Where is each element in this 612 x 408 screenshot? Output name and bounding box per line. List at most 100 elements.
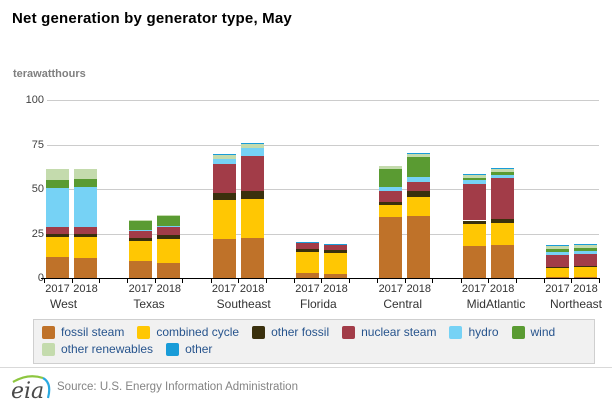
bar-segment-Central-2018-other-fossil[interactable] xyxy=(407,191,431,198)
bar-segment-Florida-2017-combined-cycle[interactable] xyxy=(295,252,319,273)
bar-segment-Central-2017-combined-cycle[interactable] xyxy=(379,204,403,218)
bar-segment-Florida-2018-other-fossil[interactable] xyxy=(323,250,347,254)
bar-segment-Central-2018-other[interactable] xyxy=(407,153,431,154)
bar-segment-Texas-2018-other-renewables[interactable] xyxy=(157,214,181,217)
legend-item-nuclear-steam[interactable]: nuclear steam xyxy=(342,325,436,339)
bar-segment-Central-2017-fossil-steam[interactable] xyxy=(379,217,403,278)
bar-segment-Texas-2017-combined-cycle[interactable] xyxy=(129,240,153,261)
bar-segment-MidAtlantic-2018-hydro[interactable] xyxy=(490,175,514,179)
bar-segment-Northeast-2018-fossil-steam[interactable] xyxy=(573,276,597,278)
bar-segment-Southeast-2018-hydro[interactable] xyxy=(240,148,264,157)
bar-segment-West-2017-combined-cycle[interactable] xyxy=(46,237,69,257)
bar-segment-MidAtlantic-2017-nuclear-steam[interactable] xyxy=(462,183,486,221)
bar-segment-MidAtlantic-2017-other-fossil[interactable] xyxy=(462,220,486,224)
bar-segment-Southeast-2018-fossil-steam[interactable] xyxy=(240,238,264,278)
bar-segment-Central-2017-other-renewables[interactable] xyxy=(379,166,403,170)
bar-segment-MidAtlantic-2018-other-renewables[interactable] xyxy=(490,168,514,173)
bar-segment-MidAtlantic-2017-combined-cycle[interactable] xyxy=(462,223,486,246)
legend-item-combined-cycle[interactable]: combined cycle xyxy=(137,325,239,339)
bar-segment-West-2017-other-renewables[interactable] xyxy=(46,168,69,180)
bar-segment-West-2017-hydro[interactable] xyxy=(46,188,69,228)
legend-item-fossil-steam[interactable]: fossil steam xyxy=(42,325,124,339)
bar-segment-Central-2018-hydro[interactable] xyxy=(407,177,431,183)
bar-segment-Central-2018-nuclear-steam[interactable] xyxy=(407,182,431,192)
bar-segment-MidAtlantic-2018-fossil-steam[interactable] xyxy=(490,245,514,278)
bar-segment-Northeast-2017-combined-cycle[interactable] xyxy=(545,267,569,278)
bar-segment-Central-2018-wind[interactable] xyxy=(407,157,431,178)
bar-segment-Florida-2017-nuclear-steam[interactable] xyxy=(295,243,319,250)
bar-segment-Texas-2018-hydro[interactable] xyxy=(157,225,181,227)
bar-segment-West-2018-combined-cycle[interactable] xyxy=(74,237,97,259)
bar-segment-Northeast-2018-wind[interactable] xyxy=(573,247,597,251)
bar-segment-Central-2017-nuclear-steam[interactable] xyxy=(379,191,403,203)
bar-segment-Northeast-2018-other-fossil[interactable] xyxy=(573,266,597,267)
bar-segment-Southeast-2017-other-fossil[interactable] xyxy=(212,193,236,201)
bar-segment-West-2018-other-fossil[interactable] xyxy=(74,234,97,238)
bar-segment-Texas-2018-nuclear-steam[interactable] xyxy=(157,226,181,236)
bar-segment-MidAtlantic-2018-wind[interactable] xyxy=(490,172,514,176)
bar-segment-Central-2017-hydro[interactable] xyxy=(379,187,403,192)
bar-segment-Texas-2017-fossil-steam[interactable] xyxy=(129,260,153,278)
bar-segment-MidAtlantic-2017-other[interactable] xyxy=(462,173,486,175)
bar-segment-Southeast-2017-other[interactable] xyxy=(212,154,236,155)
bar-segment-MidAtlantic-2018-other-fossil[interactable] xyxy=(490,219,514,224)
bar-segment-Northeast-2017-other-renewables[interactable] xyxy=(545,245,569,250)
bar-segment-Southeast-2017-hydro[interactable] xyxy=(212,158,236,165)
bar-segment-West-2018-wind[interactable] xyxy=(74,179,97,188)
bar-segment-West-2017-fossil-steam[interactable] xyxy=(46,256,69,278)
bar-segment-Florida-2018-combined-cycle[interactable] xyxy=(323,253,347,275)
bar-segment-Northeast-2017-other-fossil[interactable] xyxy=(545,267,569,268)
bar-segment-Central-2018-fossil-steam[interactable] xyxy=(407,216,431,278)
bar-segment-Central-2018-other-renewables[interactable] xyxy=(407,153,431,158)
bar-segment-Texas-2018-wind[interactable] xyxy=(157,216,181,226)
legend-item-other-renewables[interactable]: other renewables xyxy=(42,342,153,356)
bar-segment-Texas-2017-wind[interactable] xyxy=(129,221,153,230)
bar-segment-Northeast-2017-fossil-steam[interactable] xyxy=(545,277,569,278)
bar-segment-MidAtlantic-2017-hydro[interactable] xyxy=(462,180,486,184)
bar-segment-Florida-2018-other[interactable] xyxy=(323,244,347,245)
eia-logo[interactable]: eia xyxy=(8,371,56,405)
bar-segment-West-2018-other-renewables[interactable] xyxy=(74,168,97,180)
bar-segment-Southeast-2018-other-renewables[interactable] xyxy=(240,143,264,149)
bar-segment-Texas-2018-fossil-steam[interactable] xyxy=(157,263,181,278)
bar-segment-Florida-2017-fossil-steam[interactable] xyxy=(295,272,319,278)
bar-segment-Texas-2017-other-renewables[interactable] xyxy=(129,220,153,222)
bar-segment-Northeast-2017-wind[interactable] xyxy=(545,249,569,252)
bar-segment-West-2017-nuclear-steam[interactable] xyxy=(46,227,69,235)
legend-item-hydro[interactable]: hydro xyxy=(449,325,499,339)
bar-segment-Northeast-2018-other[interactable] xyxy=(573,243,597,245)
bar-segment-Florida-2018-fossil-steam[interactable] xyxy=(323,274,347,278)
bar-segment-West-2018-fossil-steam[interactable] xyxy=(74,258,97,278)
bar-segment-MidAtlantic-2018-other[interactable] xyxy=(490,167,514,169)
bar-segment-West-2018-nuclear-steam[interactable] xyxy=(74,226,97,235)
bar-segment-MidAtlantic-2017-fossil-steam[interactable] xyxy=(462,245,486,278)
bar-segment-MidAtlantic-2018-combined-cycle[interactable] xyxy=(490,223,514,246)
bar-segment-Northeast-2017-nuclear-steam[interactable] xyxy=(545,255,569,268)
legend-item-wind[interactable]: wind xyxy=(511,325,555,339)
bar-segment-Texas-2017-other-fossil[interactable] xyxy=(129,237,153,241)
bar-segment-Southeast-2017-nuclear-steam[interactable] xyxy=(212,164,236,194)
bar-segment-West-2017-wind[interactable] xyxy=(46,179,69,189)
bar-segment-Northeast-2017-hydro[interactable] xyxy=(545,251,569,256)
legend-item-other-fossil[interactable]: other fossil xyxy=(252,325,329,339)
bar-segment-Southeast-2017-fossil-steam[interactable] xyxy=(212,239,236,278)
legend-item-other[interactable]: other xyxy=(166,342,212,356)
bar-segment-MidAtlantic-2017-other-renewables[interactable] xyxy=(462,173,486,179)
bar-segment-Florida-2018-other-renewables[interactable] xyxy=(323,244,347,246)
bar-segment-Southeast-2018-other[interactable] xyxy=(240,143,264,144)
bar-segment-Texas-2018-other-fossil[interactable] xyxy=(157,235,181,239)
bar-segment-MidAtlantic-2018-nuclear-steam[interactable] xyxy=(490,178,514,220)
bar-segment-Northeast-2018-combined-cycle[interactable] xyxy=(573,266,597,277)
bar-segment-West-2018-hydro[interactable] xyxy=(74,187,97,227)
bar-segment-Texas-2017-nuclear-steam[interactable] xyxy=(129,229,153,238)
bar-segment-Florida-2017-other-renewables[interactable] xyxy=(295,242,319,244)
bar-segment-Southeast-2017-other-renewables[interactable] xyxy=(212,154,236,159)
bar-segment-Southeast-2017-combined-cycle[interactable] xyxy=(212,200,236,240)
bar-segment-Central-2017-other-fossil[interactable] xyxy=(379,202,403,205)
bar-segment-West-2017-other-fossil[interactable] xyxy=(46,234,69,238)
bar-segment-Florida-2017-other[interactable] xyxy=(295,241,319,243)
bar-segment-Southeast-2018-combined-cycle[interactable] xyxy=(240,199,264,239)
bar-segment-Northeast-2018-nuclear-steam[interactable] xyxy=(573,254,597,267)
bar-segment-Florida-2018-nuclear-steam[interactable] xyxy=(323,245,347,251)
bar-segment-Southeast-2018-other-fossil[interactable] xyxy=(240,190,264,200)
